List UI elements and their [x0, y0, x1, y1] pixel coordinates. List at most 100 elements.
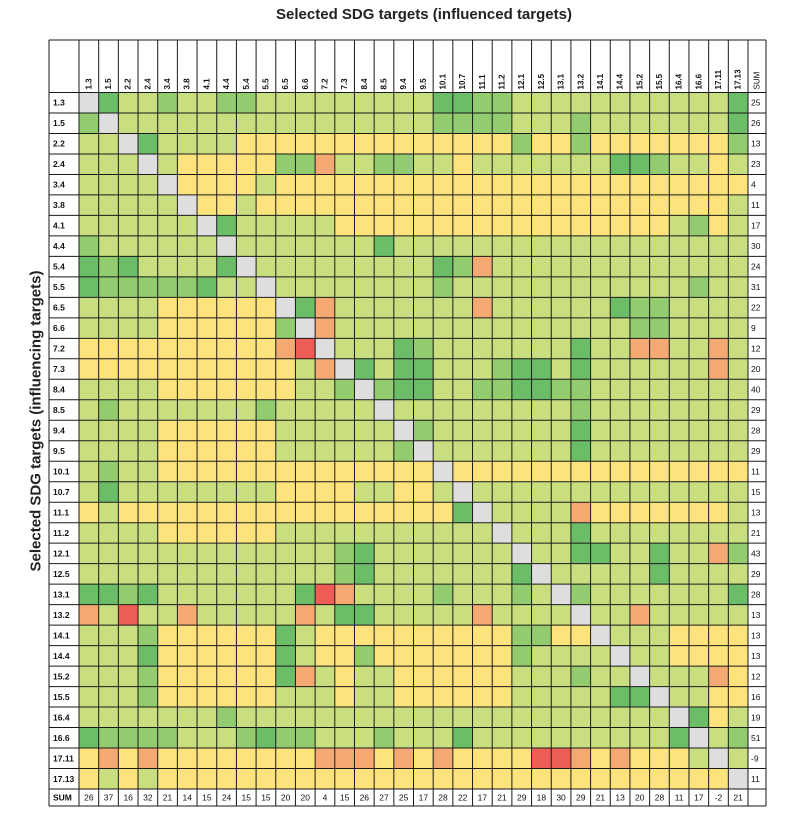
- cell-14-4-to-11-2: [492, 645, 512, 667]
- cell-17-13-to-6-5: [275, 768, 296, 789]
- cell-15-2-to-7-3: [334, 666, 355, 687]
- cell-10-1-to-4-1: [197, 461, 217, 482]
- cell-9-4-to-6-6: [295, 420, 316, 441]
- cell-14-4-to-14-4: [610, 645, 630, 667]
- cell-5-4-to-10-1: [433, 256, 453, 277]
- cell-13-2-to-4-4: [216, 604, 237, 626]
- cell-11-2-to-9-5: [413, 522, 434, 544]
- cell-2-2-to-17-13: [728, 133, 748, 154]
- cell-14-1-to-11-2: [492, 625, 512, 646]
- cell-17-11-to-9-5: [413, 748, 434, 769]
- cell-13-1-to-1-3: [79, 584, 99, 605]
- row-sum-13-1: 28: [751, 589, 761, 599]
- column-label-15-5: 15.5: [655, 73, 664, 89]
- cell-7-2-to-14-4: [610, 338, 630, 359]
- row-label-11-1: 11.1: [53, 507, 69, 517]
- cell-16-4-to-16-4: [669, 707, 689, 728]
- cell-5-4-to-5-5: [256, 256, 276, 277]
- cell-1-5-to-2-4: [138, 112, 158, 134]
- cell-9-5-to-1-5: [98, 440, 119, 462]
- cell-6-6-to-14-4: [610, 317, 630, 339]
- cell-16-6-to-16-6: [688, 727, 709, 749]
- cell-5-5-to-4-1: [197, 276, 217, 298]
- cell-7-3-to-7-3: [334, 358, 355, 380]
- cell-10-7-to-13-2: [570, 481, 591, 503]
- cell-16-4-to-11-1: [472, 707, 493, 728]
- cell-7-2-to-12-1: [511, 338, 532, 359]
- cell-2-2-to-16-6: [688, 133, 709, 154]
- cell-4-4-to-12-1: [511, 235, 532, 257]
- cell-10-1-to-14-4: [610, 461, 630, 482]
- cell-10-7-to-10-1: [433, 481, 453, 503]
- cell-14-1-to-4-1: [197, 625, 217, 646]
- cell-15-5-to-2-4: [138, 686, 158, 708]
- cell-9-4-to-15-5: [649, 420, 670, 441]
- cell-7-3-to-5-5: [256, 358, 276, 380]
- cell-6-5-to-13-1: [551, 297, 571, 318]
- cell-16-4-to-9-5: [413, 707, 434, 728]
- cell-7-3-to-16-4: [669, 358, 689, 380]
- column-sum-3-4: 21: [163, 793, 173, 803]
- row-label-17-11: 17.11: [53, 753, 74, 763]
- cell-10-1-to-3-8: [177, 461, 198, 482]
- cell-7-3-to-11-1: [472, 358, 493, 380]
- cell-14-4-to-17-13: [728, 645, 748, 667]
- cell-11-2-to-13-1: [551, 522, 571, 544]
- row-label-8-5: 8.5: [53, 405, 65, 415]
- cell-4-1-to-8-4: [354, 215, 375, 236]
- cell-9-5-to-10-7: [452, 440, 473, 462]
- row-label-10-7: 10.7: [53, 487, 70, 497]
- cell-6-6-to-12-5: [531, 317, 552, 339]
- cell-8-5-to-8-5: [374, 399, 394, 421]
- cell-6-6-to-17-11: [708, 317, 729, 339]
- cell-15-2-to-2-4: [138, 666, 158, 687]
- row-label-1-3: 1.3: [53, 98, 65, 108]
- cell-9-4-to-4-1: [197, 420, 217, 441]
- cell-12-5-to-17-11: [708, 563, 729, 585]
- cell-15-2-to-16-4: [669, 666, 689, 687]
- cell-9-5-to-17-11: [708, 440, 729, 462]
- cell-12-5-to-16-6: [688, 563, 709, 585]
- cell-10-7-to-12-1: [511, 481, 532, 503]
- cell-8-5-to-12-5: [531, 399, 552, 421]
- cell-5-4-to-17-13: [728, 256, 748, 277]
- cell-14-1-to-12-5: [531, 625, 552, 646]
- cell-2-4-to-13-1: [551, 153, 571, 175]
- cell-15-2-to-16-6: [688, 666, 709, 687]
- cell-6-5-to-14-4: [610, 297, 630, 318]
- cell-17-11-to-14-4: [610, 748, 630, 769]
- cell-1-5-to-10-7: [452, 112, 473, 134]
- cell-3-8-to-5-4: [236, 194, 257, 216]
- cell-10-1-to-1-3: [79, 461, 99, 482]
- column-sum-12-1: 29: [517, 793, 527, 803]
- cell-10-7-to-8-4: [354, 481, 375, 503]
- cell-16-6-to-3-8: [177, 727, 198, 749]
- cell-16-6-to-6-6: [295, 727, 316, 749]
- cell-7-3-to-1-3: [79, 358, 99, 380]
- cell-2-2-to-7-3: [334, 133, 355, 154]
- row-sum-12-1: 43: [751, 548, 761, 558]
- cell-13-1-to-5-4: [236, 584, 257, 605]
- cell-14-1-to-4-4: [216, 625, 237, 646]
- cell-8-5-to-14-4: [610, 399, 630, 421]
- cell-17-11-to-5-4: [236, 748, 257, 769]
- cell-17-11-to-8-4: [354, 748, 375, 769]
- cell-16-4-to-13-1: [551, 707, 571, 728]
- cell-2-4-to-6-5: [275, 153, 296, 175]
- cell-5-5-to-14-4: [610, 276, 630, 298]
- cell-8-5-to-11-1: [472, 399, 493, 421]
- cell-17-11-to-4-1: [197, 748, 217, 769]
- cell-12-1-to-16-6: [688, 543, 709, 564]
- cell-2-4-to-12-5: [531, 153, 552, 175]
- cell-8-4-to-1-5: [98, 379, 119, 400]
- column-label-1-3: 1.3: [84, 78, 93, 90]
- cell-10-1-to-10-1: [433, 461, 453, 482]
- cell-10-7-to-6-6: [295, 481, 316, 503]
- column-sum-9-5: 17: [419, 793, 429, 803]
- cell-9-5-to-9-4: [393, 440, 414, 462]
- cell-13-2-to-9-5: [413, 604, 434, 626]
- cell-10-1-to-8-5: [374, 461, 394, 482]
- cell-12-5-to-8-5: [374, 563, 394, 585]
- cell-17-13-to-1-3: [79, 768, 99, 789]
- cell-4-1-to-13-1: [551, 215, 571, 236]
